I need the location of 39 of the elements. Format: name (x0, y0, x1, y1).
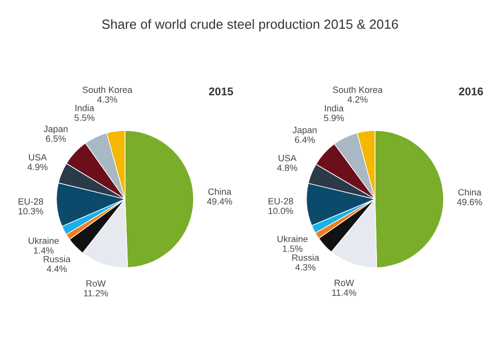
data-label: 4.9% (27, 164, 48, 170)
slice-label: RoW (334, 280, 354, 286)
data-label: 10.3% (18, 208, 44, 214)
slice-label: Russia (44, 256, 71, 262)
slice-label: USA (28, 154, 47, 160)
data-label: 5.9% (324, 114, 344, 122)
slice-label: China (208, 188, 232, 195)
slice-label: Russia (292, 254, 320, 261)
slice-label: EU-28 (18, 198, 44, 205)
data-label: 49.4% (207, 198, 232, 205)
data-label: 6.4% (294, 136, 315, 143)
data-label: 4.2% (348, 96, 368, 103)
data-label: 4.3% (295, 264, 316, 271)
slice-label: Japan (292, 126, 317, 135)
data-label: 6.5% (46, 135, 66, 142)
slice-label: India (75, 104, 94, 112)
data-label: 49.6% (457, 198, 482, 206)
slice-label: South Korea (332, 86, 383, 93)
slice-label: EU-28 (268, 198, 294, 204)
data-label: 4.8% (277, 164, 298, 171)
data-label: 4.4% (46, 266, 67, 272)
slice-label: Ukraine (278, 236, 308, 242)
slice-label: Ukraine (28, 237, 59, 244)
chart-subtitle: 2016 (459, 87, 483, 96)
data-label: 10.0% (268, 208, 294, 214)
chart-title: Share of world crude steel production 2015 & 2016 (102, 19, 398, 32)
data-label: 4.3% (97, 96, 118, 103)
data-label: 11.4% (332, 289, 356, 296)
data-label: 1.5% (282, 246, 302, 252)
slice-label: USA (278, 154, 296, 162)
slice-label: China (458, 188, 482, 196)
slice-label: RoW (86, 280, 106, 287)
slice-label: Japan (44, 126, 68, 134)
chart-subtitle: 2015 (209, 87, 234, 96)
slice-label: South Korea (82, 86, 132, 93)
slice-label: India (324, 104, 344, 112)
data-label: 1.4% (34, 247, 54, 254)
data-label: 11.2% (84, 290, 108, 296)
data-label: 5.5% (74, 114, 94, 121)
